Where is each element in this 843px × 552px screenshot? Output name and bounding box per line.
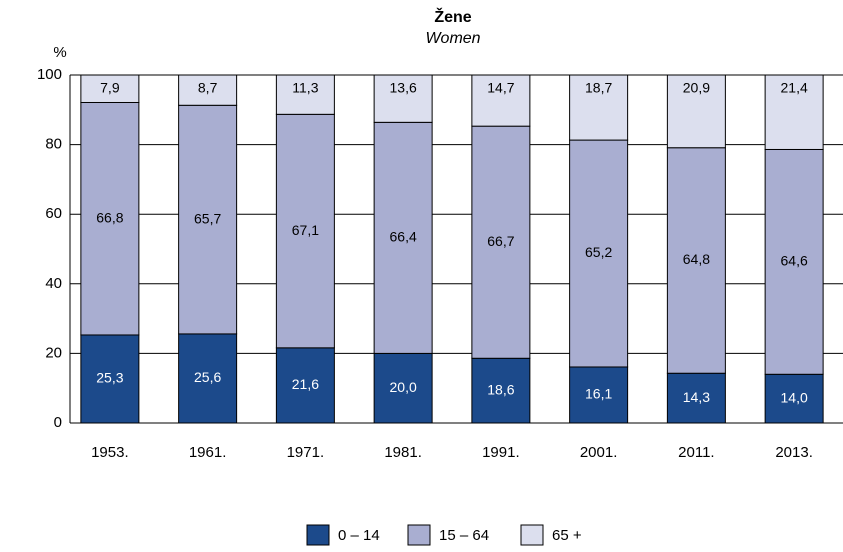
value-label: 65,7 — [194, 210, 221, 226]
x-tick-label: 1991. — [482, 444, 520, 461]
bar-segment — [471, 357, 531, 424]
y-axis-label: % — [53, 44, 66, 61]
y-tick-label: 80 — [45, 136, 62, 153]
value-label: 65,2 — [585, 244, 612, 260]
bar-segment — [80, 74, 140, 103]
chart-subtitle: Women — [425, 30, 480, 47]
bar-segment — [275, 74, 335, 115]
bar-segment — [373, 352, 433, 424]
x-tick-label: 2013. — [775, 444, 813, 461]
bar-segment — [275, 113, 335, 349]
value-label: 16,1 — [585, 386, 612, 402]
y-tick-label: 0 — [54, 414, 62, 431]
value-label: 66,4 — [390, 229, 417, 245]
value-label: 21,4 — [781, 80, 808, 96]
legend-label: 65 + — [552, 527, 582, 544]
bar-segment — [373, 74, 433, 123]
chart-title: Žene — [434, 7, 471, 26]
value-label: 14,7 — [487, 80, 514, 96]
bar-segment — [275, 347, 335, 424]
bar-segment — [80, 101, 140, 336]
value-label: 25,3 — [96, 370, 123, 386]
value-label: 8,7 — [198, 80, 218, 96]
y-tick-label: 40 — [45, 275, 62, 292]
x-tick-label: 2001. — [580, 444, 618, 461]
value-label: 18,7 — [585, 80, 612, 96]
value-label: 20,9 — [683, 80, 710, 96]
bar-segment — [373, 121, 433, 354]
bar-segment — [764, 74, 824, 150]
value-label: 66,7 — [487, 233, 514, 249]
x-tick-label: 1953. — [91, 444, 129, 461]
legend-label: 0 – 14 — [338, 527, 380, 544]
bar-segment — [764, 373, 824, 424]
y-tick-label: 60 — [45, 205, 62, 222]
bar-segment — [569, 74, 629, 141]
value-label: 7,9 — [100, 80, 120, 96]
value-label: 67,1 — [292, 222, 319, 238]
value-label: 64,8 — [683, 251, 710, 267]
bar-segment — [80, 334, 140, 424]
y-tick-label: 20 — [45, 344, 62, 361]
value-label: 21,6 — [292, 376, 319, 392]
x-tick-label: 1981. — [384, 444, 422, 461]
legend-swatch — [520, 524, 544, 546]
bar-segment — [569, 139, 629, 368]
value-label: 64,6 — [781, 253, 808, 269]
bar-segment — [178, 333, 238, 424]
y-tick-label: 100 — [37, 66, 62, 83]
bar-segment — [666, 74, 726, 149]
bar-segment — [178, 104, 238, 335]
bar-segment — [569, 366, 629, 424]
legend-label: 15 – 64 — [439, 527, 489, 544]
value-label: 14,0 — [781, 389, 808, 405]
bar-segment — [471, 125, 531, 359]
bar-segment — [666, 147, 726, 374]
value-label: 13,6 — [390, 80, 417, 96]
bar-segment — [178, 74, 238, 106]
bar-segment — [764, 148, 824, 375]
legend-swatch — [306, 524, 330, 546]
x-tick-label: 1971. — [287, 444, 325, 461]
value-label: 14,3 — [683, 389, 710, 405]
value-label: 11,3 — [292, 80, 318, 96]
bar-segment — [471, 74, 531, 127]
legend-swatch — [407, 524, 431, 546]
x-tick-label: 2011. — [678, 444, 714, 461]
value-label: 18,6 — [487, 381, 514, 397]
value-label: 20,0 — [390, 379, 417, 395]
x-tick-label: 1961. — [189, 444, 227, 461]
value-label: 66,8 — [96, 209, 123, 225]
value-label: 25,6 — [194, 369, 221, 385]
